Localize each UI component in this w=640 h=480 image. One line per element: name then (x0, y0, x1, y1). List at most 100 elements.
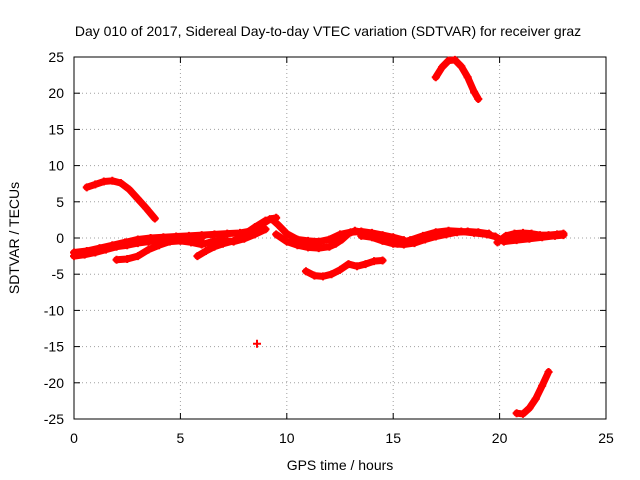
data-point (318, 272, 327, 281)
data-point (91, 248, 100, 257)
data-point (431, 73, 440, 82)
series-trace (432, 56, 482, 103)
data-point (229, 236, 238, 245)
y-tick-label: -15 (44, 339, 64, 355)
data-point (125, 185, 134, 194)
data-point (123, 241, 132, 250)
data-point (536, 231, 545, 240)
x-tick-label: 5 (177, 430, 185, 446)
data-point (176, 236, 185, 245)
x-tick-label: 0 (70, 430, 78, 446)
data-point (544, 231, 553, 240)
data-point (357, 231, 366, 240)
data-point (559, 229, 568, 238)
data-point (133, 252, 142, 261)
data-point (193, 252, 202, 261)
data-point (142, 204, 151, 213)
data-point (493, 238, 502, 247)
data-point (261, 225, 270, 234)
x-tick-labels: 0 5 10 15 20 25 (70, 430, 614, 446)
data-point (470, 87, 479, 96)
data-point (336, 265, 344, 274)
data-point (282, 237, 291, 246)
series-isolated (253, 339, 262, 348)
data-point (512, 236, 521, 245)
y-tick-labels: -25 -20 -15 -10 -5 0 5 10 15 20 25 (44, 49, 64, 427)
data-point (91, 180, 100, 189)
data-point (450, 55, 459, 64)
y-tick-label: 25 (48, 49, 64, 65)
data-point (112, 255, 121, 264)
series-arc-18 (431, 55, 483, 103)
data-point (527, 229, 536, 238)
series-trough-11 (272, 226, 372, 253)
data-point (331, 239, 340, 248)
data-point (431, 228, 440, 237)
data-point (293, 241, 302, 250)
data-point (144, 245, 153, 254)
data-point (70, 252, 78, 261)
data-point (272, 230, 281, 239)
series-low-12 (301, 256, 387, 281)
data-point (519, 409, 528, 418)
data-point (406, 236, 415, 245)
data-point (325, 235, 334, 244)
data-point (325, 242, 334, 251)
data-point (267, 215, 276, 224)
x-tick-label: 15 (385, 430, 401, 446)
data-point (250, 223, 259, 232)
data-points (70, 55, 568, 418)
x-axis-label: GPS time / hours (287, 457, 394, 473)
data-point (378, 256, 387, 265)
y-tick-label: 20 (48, 85, 64, 101)
y-tick-label: -10 (44, 302, 64, 318)
x-tick-label: 20 (492, 430, 508, 446)
data-point (470, 228, 479, 237)
data-point (463, 73, 472, 82)
data-point (240, 230, 249, 239)
data-point (197, 240, 206, 249)
data-point (519, 228, 528, 237)
y-tick-label: 5 (56, 194, 64, 210)
data-point (101, 245, 110, 254)
data-point (301, 267, 310, 276)
y-tick-label: 15 (48, 121, 64, 137)
data-point (531, 394, 540, 403)
data-point (370, 257, 379, 266)
data-point (155, 241, 164, 250)
data-point (344, 229, 353, 238)
data-point (474, 94, 483, 103)
y-tick-label: 0 (56, 230, 64, 246)
data-point (350, 226, 359, 235)
data-point (353, 262, 362, 271)
y-tick-label: -5 (52, 266, 65, 282)
data-point (544, 367, 553, 376)
data-point (133, 239, 142, 248)
data-point (133, 194, 142, 203)
data-point (80, 250, 89, 259)
data-point (223, 229, 232, 238)
data-point (253, 339, 262, 348)
data-point (338, 235, 347, 244)
data-point (378, 236, 387, 245)
data-point (99, 177, 108, 186)
data-point (282, 229, 291, 238)
y-tick-label: -25 (44, 411, 64, 427)
data-point (304, 243, 313, 252)
data-point (344, 260, 353, 269)
data-point (210, 230, 219, 239)
data-point (525, 404, 534, 413)
data-point (112, 242, 121, 251)
data-point (327, 270, 336, 279)
data-point (538, 381, 547, 390)
data-point (491, 232, 500, 241)
axis-ticks (73, 56, 607, 420)
chart-title: Day 010 of 2017, Sidereal Day-to-day VTE… (75, 23, 581, 39)
data-point (457, 227, 466, 236)
y-tick-label: -20 (44, 375, 64, 391)
series-hump-2 (82, 176, 159, 223)
data-point (165, 237, 174, 246)
data-point (218, 239, 227, 248)
data-point (457, 62, 466, 71)
